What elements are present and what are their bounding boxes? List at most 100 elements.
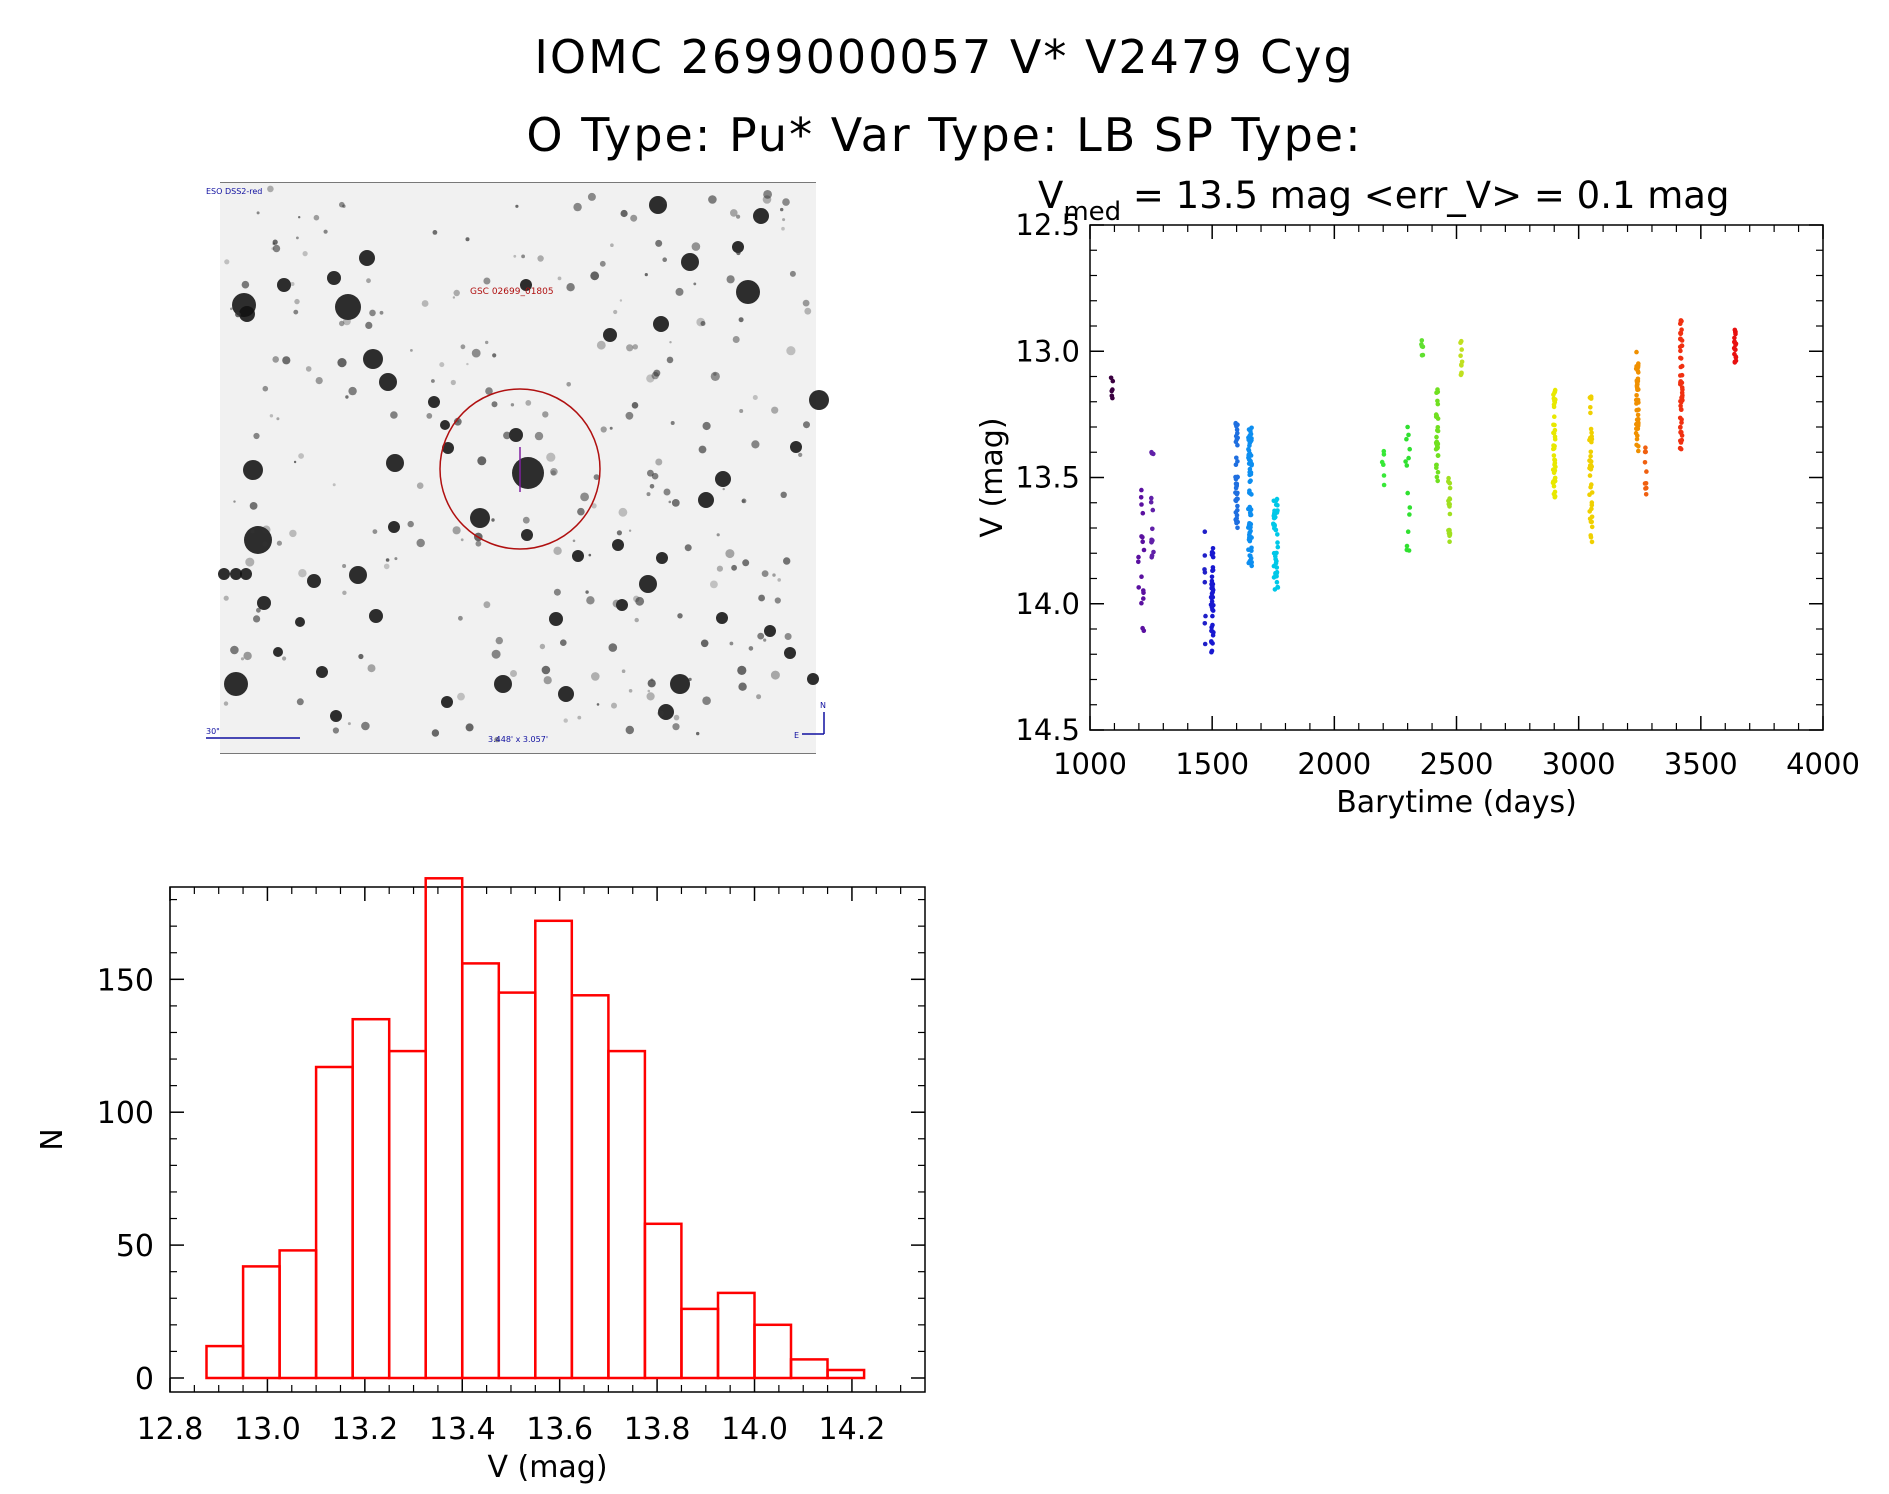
lc-point — [1447, 539, 1452, 544]
lc-point — [1551, 453, 1557, 458]
star-mark — [784, 633, 792, 640]
lc-point — [1141, 590, 1146, 596]
star-mark — [224, 259, 230, 265]
star-mark — [656, 552, 668, 564]
lc-point — [1275, 544, 1281, 550]
star-mark — [218, 568, 230, 580]
star-mark — [596, 703, 600, 706]
lc-point — [1636, 407, 1641, 412]
lc-point — [1138, 495, 1144, 500]
lc-point — [1149, 553, 1155, 558]
star-mark — [256, 211, 260, 215]
north-label: N — [820, 701, 826, 710]
lc-point — [1273, 527, 1279, 533]
hist-y-tick-label: 0 — [135, 1362, 154, 1397]
lc-point — [1210, 567, 1216, 573]
lc-y-tick-label: 12.5 — [1015, 208, 1080, 242]
star-mark — [804, 307, 812, 315]
star-mark — [296, 236, 299, 240]
star-mark — [802, 299, 810, 307]
star-mark — [587, 192, 596, 201]
lc-point — [1733, 358, 1739, 363]
star-mark — [539, 643, 546, 650]
star-mark — [599, 260, 606, 267]
lc-point — [1588, 534, 1594, 540]
lc-point — [1587, 492, 1592, 498]
star-mark — [774, 597, 781, 604]
lc-point — [1642, 460, 1648, 465]
lc-point — [1435, 398, 1440, 404]
lc-point — [1419, 353, 1425, 358]
hist-y-tick-label: 150 — [97, 963, 154, 998]
lc-point — [1209, 628, 1214, 634]
lc-point — [1634, 349, 1639, 355]
star-mark — [513, 254, 517, 258]
lc-point — [1678, 429, 1683, 435]
star-mark — [553, 588, 561, 596]
star-mark — [293, 309, 299, 315]
star-mark — [512, 457, 544, 489]
lc-point — [1551, 483, 1557, 489]
lc-point — [1202, 567, 1207, 572]
lc-point — [1447, 485, 1453, 491]
lc-point — [1644, 485, 1649, 491]
hist-bars — [205, 877, 866, 1380]
star-mark — [440, 420, 450, 430]
star-mark — [657, 710, 664, 717]
star-mark — [267, 185, 274, 193]
east-label: E — [794, 731, 799, 740]
lc-point — [1274, 496, 1280, 502]
star-mark — [245, 557, 255, 567]
lc-point — [1246, 452, 1252, 457]
star-mark — [509, 428, 523, 442]
star-mark — [458, 615, 463, 621]
lc-point — [1209, 640, 1214, 645]
star-mark — [588, 553, 592, 557]
star-mark — [491, 649, 501, 659]
star-mark — [230, 645, 239, 655]
star-mark — [798, 452, 803, 457]
lc-x-tick-label: 2000 — [1297, 747, 1371, 781]
star-mark — [485, 340, 489, 345]
lc-point — [1404, 547, 1410, 553]
lc-point — [1435, 469, 1441, 475]
lc-point — [1679, 417, 1684, 422]
star-mark — [379, 310, 384, 315]
star-mark — [662, 257, 667, 262]
star-mark — [272, 244, 281, 253]
lc-point — [1679, 380, 1685, 386]
lc-point — [1404, 463, 1410, 468]
star-mark — [590, 271, 600, 281]
hist-bar — [314, 1065, 354, 1380]
lc-point — [1209, 594, 1214, 600]
lc-point — [1419, 338, 1425, 343]
star-mark — [332, 483, 336, 487]
lc-point — [1588, 405, 1593, 410]
star-mark — [620, 209, 628, 218]
lc-point — [1446, 479, 1451, 484]
star-mark — [784, 647, 796, 659]
lc-x-tick-label: 4000 — [1786, 747, 1860, 781]
hist-x-axis-label: V (mag) — [487, 1450, 607, 1485]
lc-point — [1140, 539, 1145, 545]
star-mark — [716, 533, 720, 537]
lc-x-tick-label: 3000 — [1542, 747, 1616, 781]
star-mark — [503, 431, 511, 440]
hist-bar — [351, 1017, 391, 1380]
lc-point — [1588, 396, 1594, 401]
hist-bar — [789, 1358, 829, 1380]
lc-point — [1634, 393, 1639, 398]
star-mark — [289, 529, 297, 538]
star-mark — [764, 625, 776, 637]
star-mark — [647, 689, 651, 693]
star-mark — [305, 366, 312, 372]
lc-point — [1551, 392, 1556, 397]
star-mark — [600, 426, 607, 433]
lc-point — [1110, 378, 1116, 384]
hist-bar — [570, 994, 610, 1380]
star-mark — [294, 298, 300, 305]
star-mark — [369, 309, 376, 317]
star-mark — [681, 253, 699, 271]
star-mark — [585, 590, 589, 594]
star-mark — [339, 320, 345, 327]
